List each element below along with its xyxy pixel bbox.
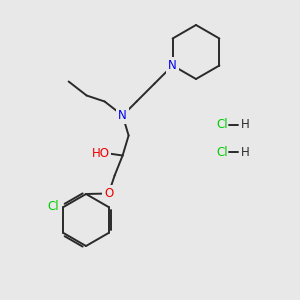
Text: H: H (241, 146, 250, 158)
Text: HO: HO (92, 147, 110, 160)
Text: H: H (241, 118, 250, 131)
Text: Cl: Cl (48, 200, 59, 212)
Text: N: N (118, 109, 127, 122)
Text: Cl: Cl (216, 118, 228, 131)
Text: Cl: Cl (216, 146, 228, 158)
Text: O: O (104, 187, 113, 200)
Text: N: N (168, 59, 177, 72)
